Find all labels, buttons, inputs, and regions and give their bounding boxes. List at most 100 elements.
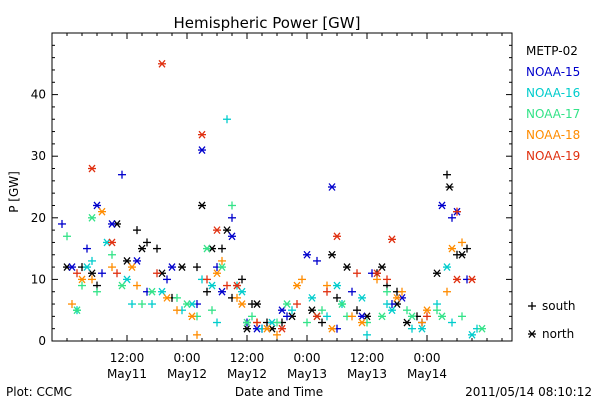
point-noaa-17-south xyxy=(63,232,71,241)
point-noaa-18-north xyxy=(238,300,246,308)
point-noaa-17-north xyxy=(338,300,346,308)
x-axis-label: Date and Time xyxy=(235,385,323,399)
point-noaa-15-south xyxy=(98,269,106,278)
point-noaa-18-north xyxy=(98,207,106,216)
point-noaa-18-south xyxy=(193,330,201,339)
x-tick-label-date: May12 xyxy=(227,367,267,381)
point-noaa-18-north xyxy=(128,263,136,272)
point-noaa-17-north xyxy=(73,306,81,315)
x-tick-label-time: 0:00 xyxy=(414,351,441,365)
point-noaa-17-south xyxy=(78,281,86,290)
point-noaa-15-north xyxy=(168,263,176,272)
point-noaa-18-south xyxy=(233,293,241,302)
point-metp-02-north xyxy=(198,201,206,210)
point-noaa-18-north xyxy=(358,318,366,327)
legend-item-noaa-16: NOAA-16 xyxy=(526,86,580,100)
point-noaa-17-south xyxy=(248,312,256,321)
point-noaa-17-north xyxy=(118,281,126,290)
point-metp-02-north xyxy=(123,256,131,265)
point-noaa-16-north xyxy=(468,330,476,339)
point-noaa-18-south xyxy=(373,275,381,284)
point-metp-02-north xyxy=(138,244,146,253)
point-noaa-16-south xyxy=(323,312,331,321)
point-metp-02-south xyxy=(318,318,326,327)
point-metp-02-north xyxy=(253,300,261,308)
point-noaa-19-south xyxy=(353,269,361,278)
y-tick-label: 0 xyxy=(38,334,46,348)
point-metp-02-north xyxy=(343,263,351,272)
point-noaa-18-north xyxy=(213,269,221,278)
x-tick-label-time: 12:00 xyxy=(350,351,385,365)
point-noaa-18-north xyxy=(163,293,171,302)
point-noaa-18-south xyxy=(108,263,116,272)
point-noaa-18-south xyxy=(88,275,96,284)
point-noaa-16-south xyxy=(383,300,391,309)
point-noaa-17-south xyxy=(303,318,311,327)
point-noaa-19-south xyxy=(153,269,161,278)
point-noaa-17-north xyxy=(88,213,96,222)
point-noaa-16-south xyxy=(148,300,156,309)
x-axis: 12:00 May11 0:00 May12 12:00 May12 0:00 May13 12… xyxy=(51,33,503,381)
point-noaa-16-south xyxy=(448,318,456,327)
point-noaa-18-south xyxy=(218,256,226,265)
point-noaa-17-north xyxy=(408,312,416,321)
point-noaa-15-south xyxy=(58,219,66,228)
point-noaa-15-south xyxy=(283,312,291,321)
x-tick-label-date: May11 xyxy=(107,367,147,381)
point-noaa-16-south xyxy=(408,324,416,333)
x-tick-label-time: 12:00 xyxy=(230,351,265,365)
point-noaa-17-south xyxy=(403,306,411,315)
point-noaa-16-north xyxy=(238,287,246,296)
point-noaa-19-south xyxy=(73,269,81,278)
point-noaa-19-north xyxy=(333,232,341,241)
x-tick-label-date: May14 xyxy=(407,367,447,381)
point-noaa-15-north xyxy=(303,250,311,259)
point-noaa-15-south xyxy=(313,256,321,265)
point-metp-02-south xyxy=(193,263,201,272)
point-noaa-19-north xyxy=(278,324,286,333)
point-noaa-16-north xyxy=(123,275,131,284)
point-metp-02-north xyxy=(308,306,316,315)
legend-item-noaa-19: NOAA-19 xyxy=(526,149,580,163)
point-noaa-17-south xyxy=(173,293,181,302)
point-noaa-18-south xyxy=(458,238,466,247)
point-noaa-18-north xyxy=(293,281,301,290)
x-tick-label-time: 0:00 xyxy=(174,351,201,365)
point-noaa-17-south xyxy=(108,250,116,259)
point-noaa-18-north xyxy=(78,275,86,284)
point-metp-02-south xyxy=(143,238,151,247)
point-noaa-17-south xyxy=(138,300,146,309)
point-noaa-19-south xyxy=(113,269,121,278)
legend: METP-02 NOAA-15 NOAA-16 NOAA-17 NOAA-18 NOAA-… xyxy=(526,44,580,163)
point-noaa-18-south xyxy=(398,287,406,296)
point-noaa-15-north xyxy=(218,287,226,296)
y-tick-label: 30 xyxy=(31,149,46,163)
point-noaa-19-north xyxy=(108,238,116,247)
point-noaa-17-south xyxy=(93,287,101,296)
point-noaa-15-north xyxy=(438,201,446,210)
marker-legend-north-symbol xyxy=(528,330,536,338)
legend-item-metp-02: METP-02 xyxy=(526,44,578,58)
point-noaa-19-north xyxy=(373,269,381,278)
point-noaa-18-south xyxy=(443,287,451,296)
point-noaa-19-south xyxy=(323,287,331,296)
point-noaa-15-north xyxy=(133,256,141,265)
point-noaa-16-south xyxy=(88,256,96,265)
point-metp-02-south xyxy=(463,244,471,253)
legend-item-noaa-17: NOAA-17 xyxy=(526,107,580,121)
point-noaa-19-south xyxy=(383,275,391,284)
y-axis-label: P [GW] xyxy=(7,171,21,213)
marker-legend-south: south xyxy=(542,299,576,313)
point-noaa-18-south xyxy=(173,306,181,315)
point-noaa-17-south xyxy=(318,306,326,315)
point-noaa-15-north xyxy=(68,263,76,272)
point-noaa-18-north xyxy=(393,293,401,302)
x-tick-label-date: May13 xyxy=(347,367,387,381)
point-noaa-18-north xyxy=(423,306,431,315)
point-noaa-18-south xyxy=(298,275,306,284)
point-noaa-19-north xyxy=(158,59,166,68)
point-noaa-19-north xyxy=(453,275,461,284)
point-noaa-16-north xyxy=(308,293,316,302)
x-tick-label-date: May12 xyxy=(167,367,207,381)
point-noaa-17-south xyxy=(273,318,281,327)
